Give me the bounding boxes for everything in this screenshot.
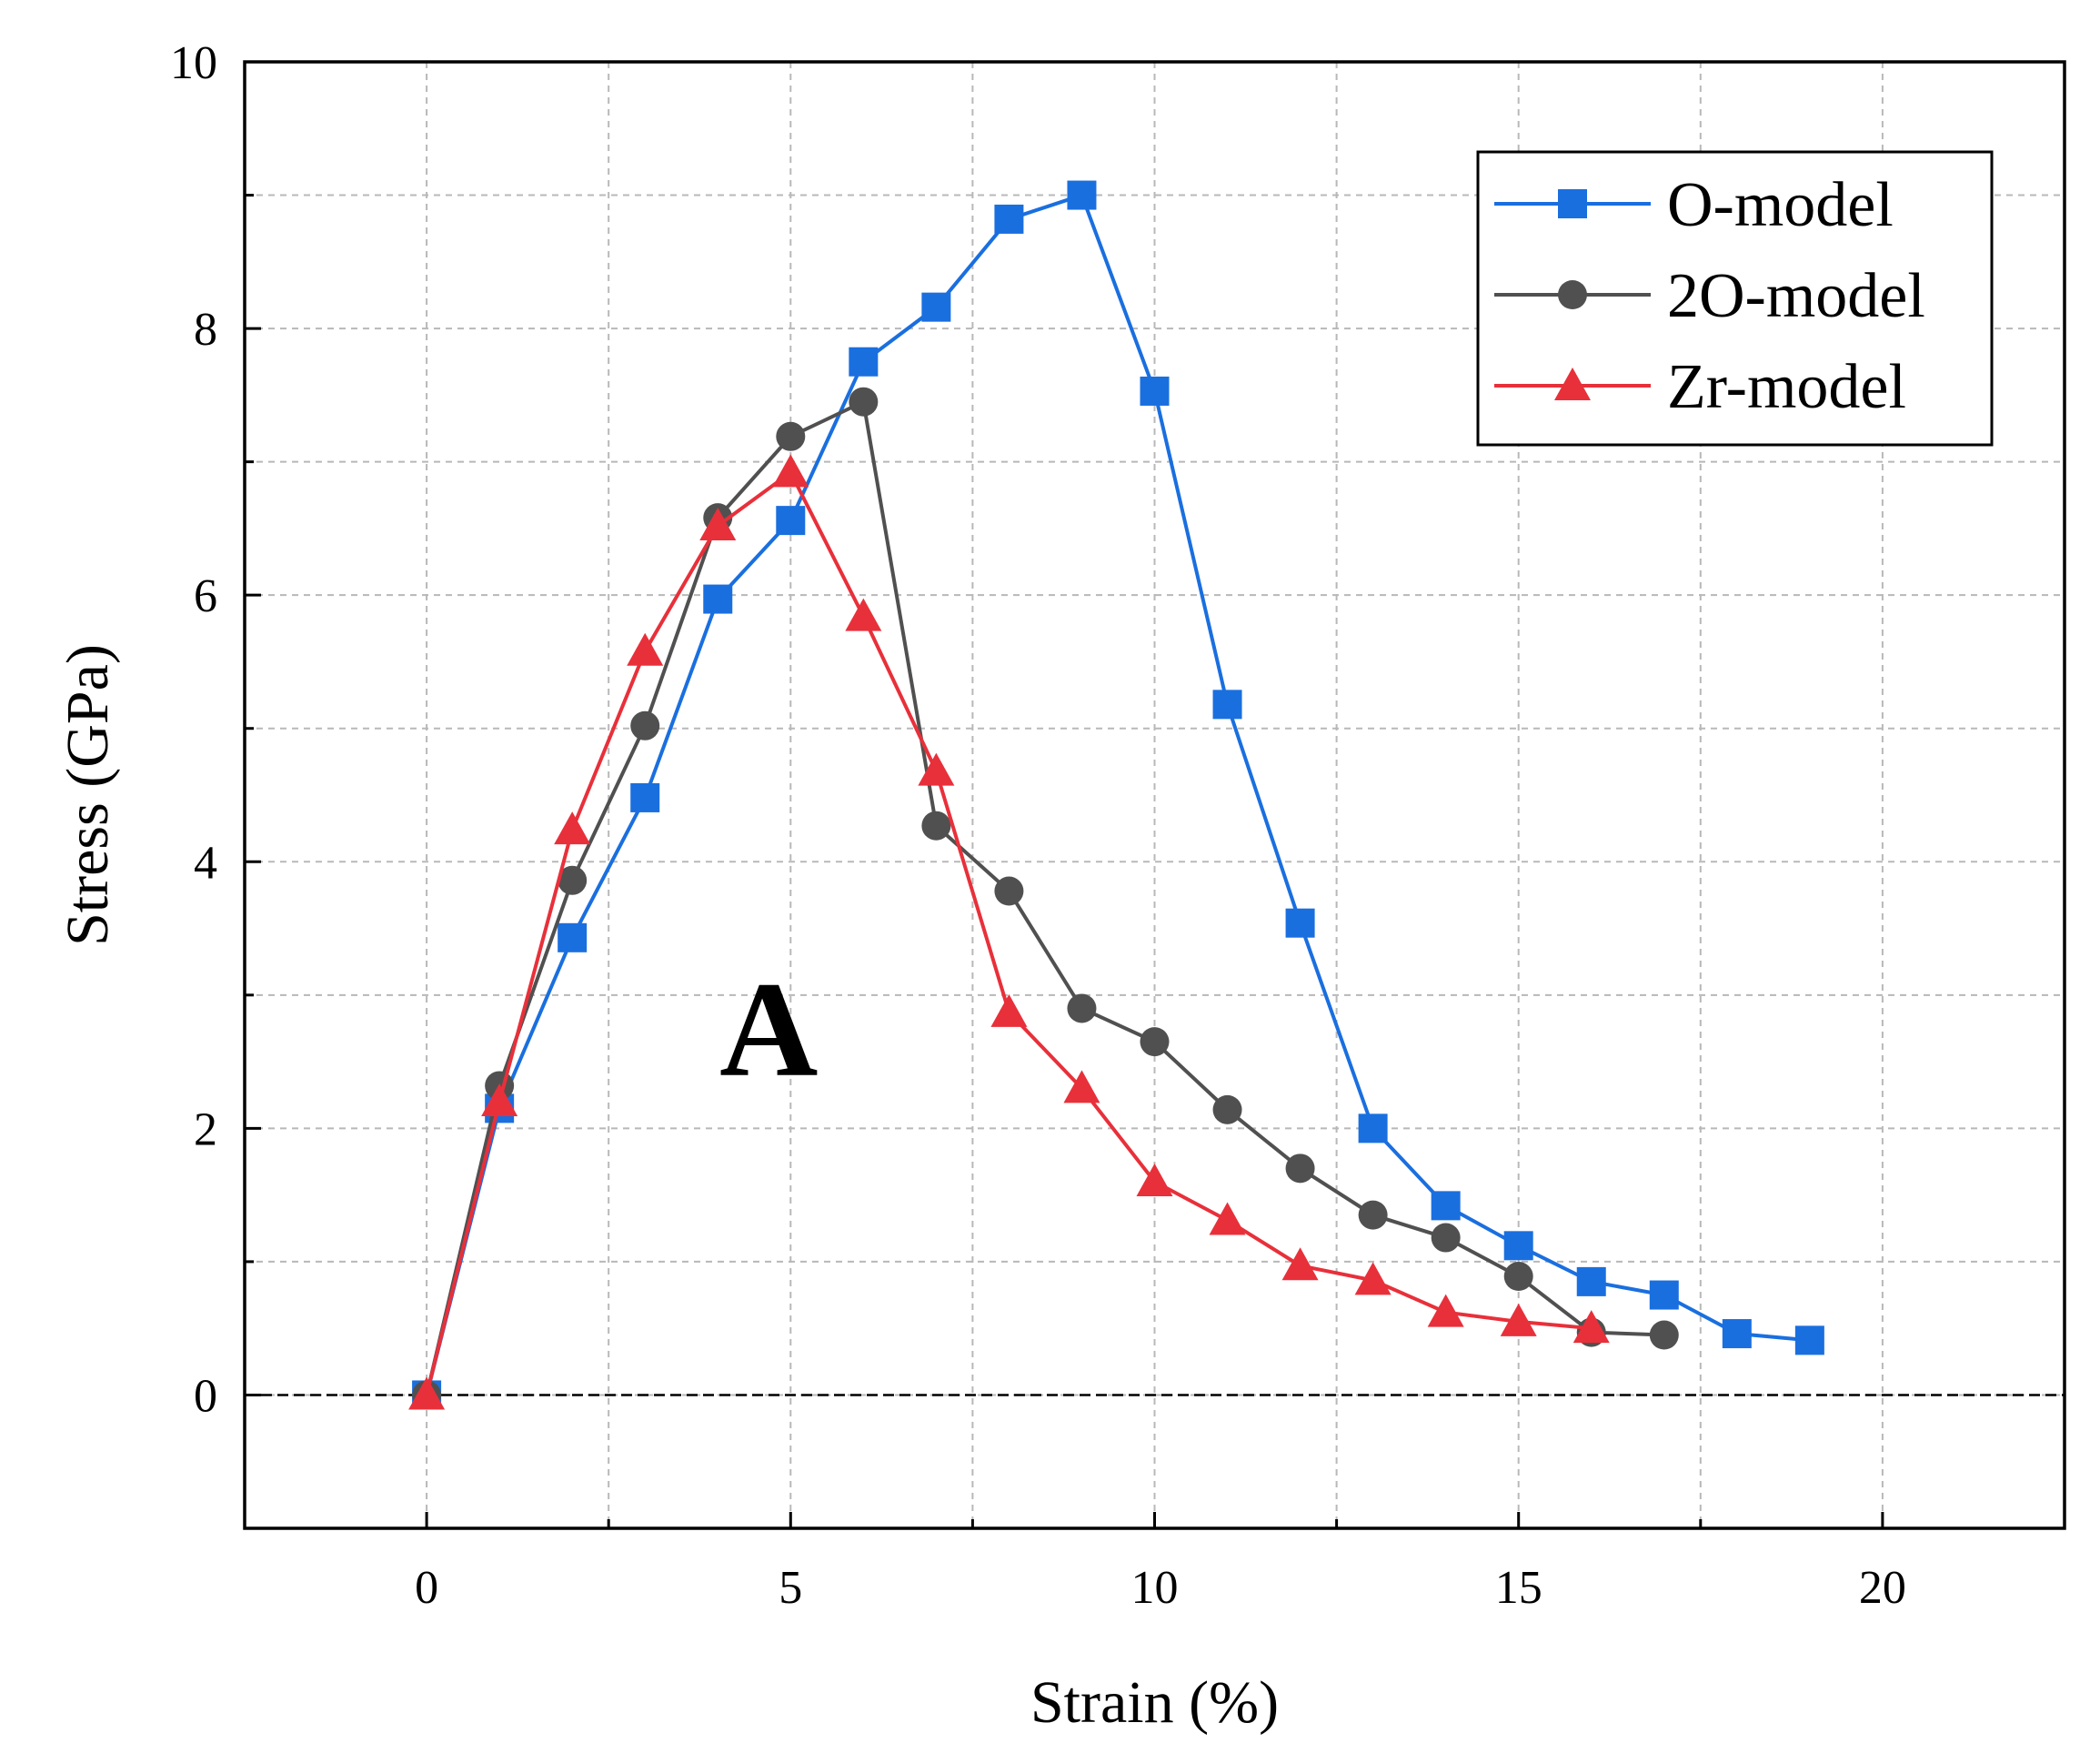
data-point	[1209, 1202, 1246, 1235]
data-point	[1285, 908, 1315, 938]
series-Zr-model	[408, 454, 1610, 1410]
data-point	[1576, 1266, 1606, 1296]
y-axis-title: Stress (GPa)	[55, 644, 121, 946]
data-point	[918, 752, 955, 786]
data-point	[1212, 690, 1242, 720]
data-point	[630, 710, 660, 740]
data-point	[699, 507, 737, 540]
x-tick-label: 0	[415, 1562, 438, 1614]
y-tick-label: 10	[170, 37, 217, 89]
y-tick-label: 4	[194, 837, 217, 889]
data-point	[1722, 1319, 1752, 1349]
panel-label: A	[719, 954, 818, 1105]
data-point	[994, 876, 1024, 906]
data-point	[1285, 1154, 1315, 1184]
series-layer	[408, 180, 1824, 1410]
x-tick-label: 10	[1131, 1562, 1179, 1614]
data-point	[1358, 1113, 1388, 1143]
data-point	[849, 387, 879, 417]
data-point	[1140, 376, 1170, 406]
data-point	[1067, 993, 1097, 1023]
data-point	[1500, 1303, 1537, 1336]
legend-marker	[1554, 368, 1591, 400]
legend-label: 2O-model	[1667, 261, 1925, 331]
y-tick-label: 6	[194, 570, 217, 622]
data-point	[630, 782, 660, 812]
data-point	[776, 506, 806, 536]
series-line	[425, 398, 1664, 1395]
data-point	[1503, 1231, 1533, 1261]
x-axis-title: Strain (%)	[1030, 1669, 1279, 1736]
data-point	[849, 347, 879, 377]
data-point	[921, 811, 951, 841]
legend: O-model 2O-model Zr-model	[1476, 150, 1994, 447]
data-point	[845, 598, 882, 631]
data-point	[408, 1376, 446, 1410]
data-point	[1649, 1280, 1679, 1310]
data-point	[1140, 1027, 1170, 1057]
data-point	[1136, 1163, 1173, 1196]
data-point	[1794, 1325, 1824, 1355]
data-point	[1572, 1310, 1610, 1344]
data-point	[1431, 1223, 1461, 1253]
data-point	[1212, 1094, 1242, 1124]
data-point	[554, 811, 591, 845]
data-point	[558, 865, 588, 895]
data-point	[1427, 1294, 1464, 1327]
data-point	[1649, 1320, 1679, 1350]
legend-marker	[1558, 189, 1587, 218]
data-point	[921, 292, 951, 322]
x-tick-label: 5	[779, 1562, 802, 1614]
data-point	[1063, 1070, 1100, 1103]
legend-marker	[1558, 280, 1587, 309]
x-tick-label: 15	[1495, 1562, 1542, 1614]
data-point	[1067, 180, 1097, 210]
data-point	[1354, 1262, 1392, 1295]
y-tick-label: 0	[194, 1370, 217, 1422]
y-tick-label: 8	[194, 304, 217, 356]
data-point	[776, 421, 806, 451]
data-point	[772, 454, 809, 488]
data-point	[481, 1083, 518, 1117]
data-point	[627, 632, 664, 666]
legend-label: Zr-model	[1667, 352, 1906, 422]
data-point	[1503, 1262, 1533, 1292]
data-point	[1358, 1200, 1388, 1230]
data-point	[558, 922, 588, 952]
data-point	[994, 204, 1024, 234]
axis-ticks: 0 5 10 15 20 0 2 4 6 8 10	[170, 37, 1906, 1614]
y-tick-label: 2	[194, 1103, 217, 1155]
data-point	[1281, 1247, 1319, 1281]
data-point	[1431, 1191, 1461, 1221]
data-point	[990, 993, 1028, 1027]
legend-label: O-model	[1667, 170, 1894, 240]
series-line	[425, 469, 1592, 1395]
data-point	[703, 584, 733, 614]
x-tick-label: 20	[1859, 1562, 1906, 1614]
series-2O-model	[412, 387, 1679, 1410]
